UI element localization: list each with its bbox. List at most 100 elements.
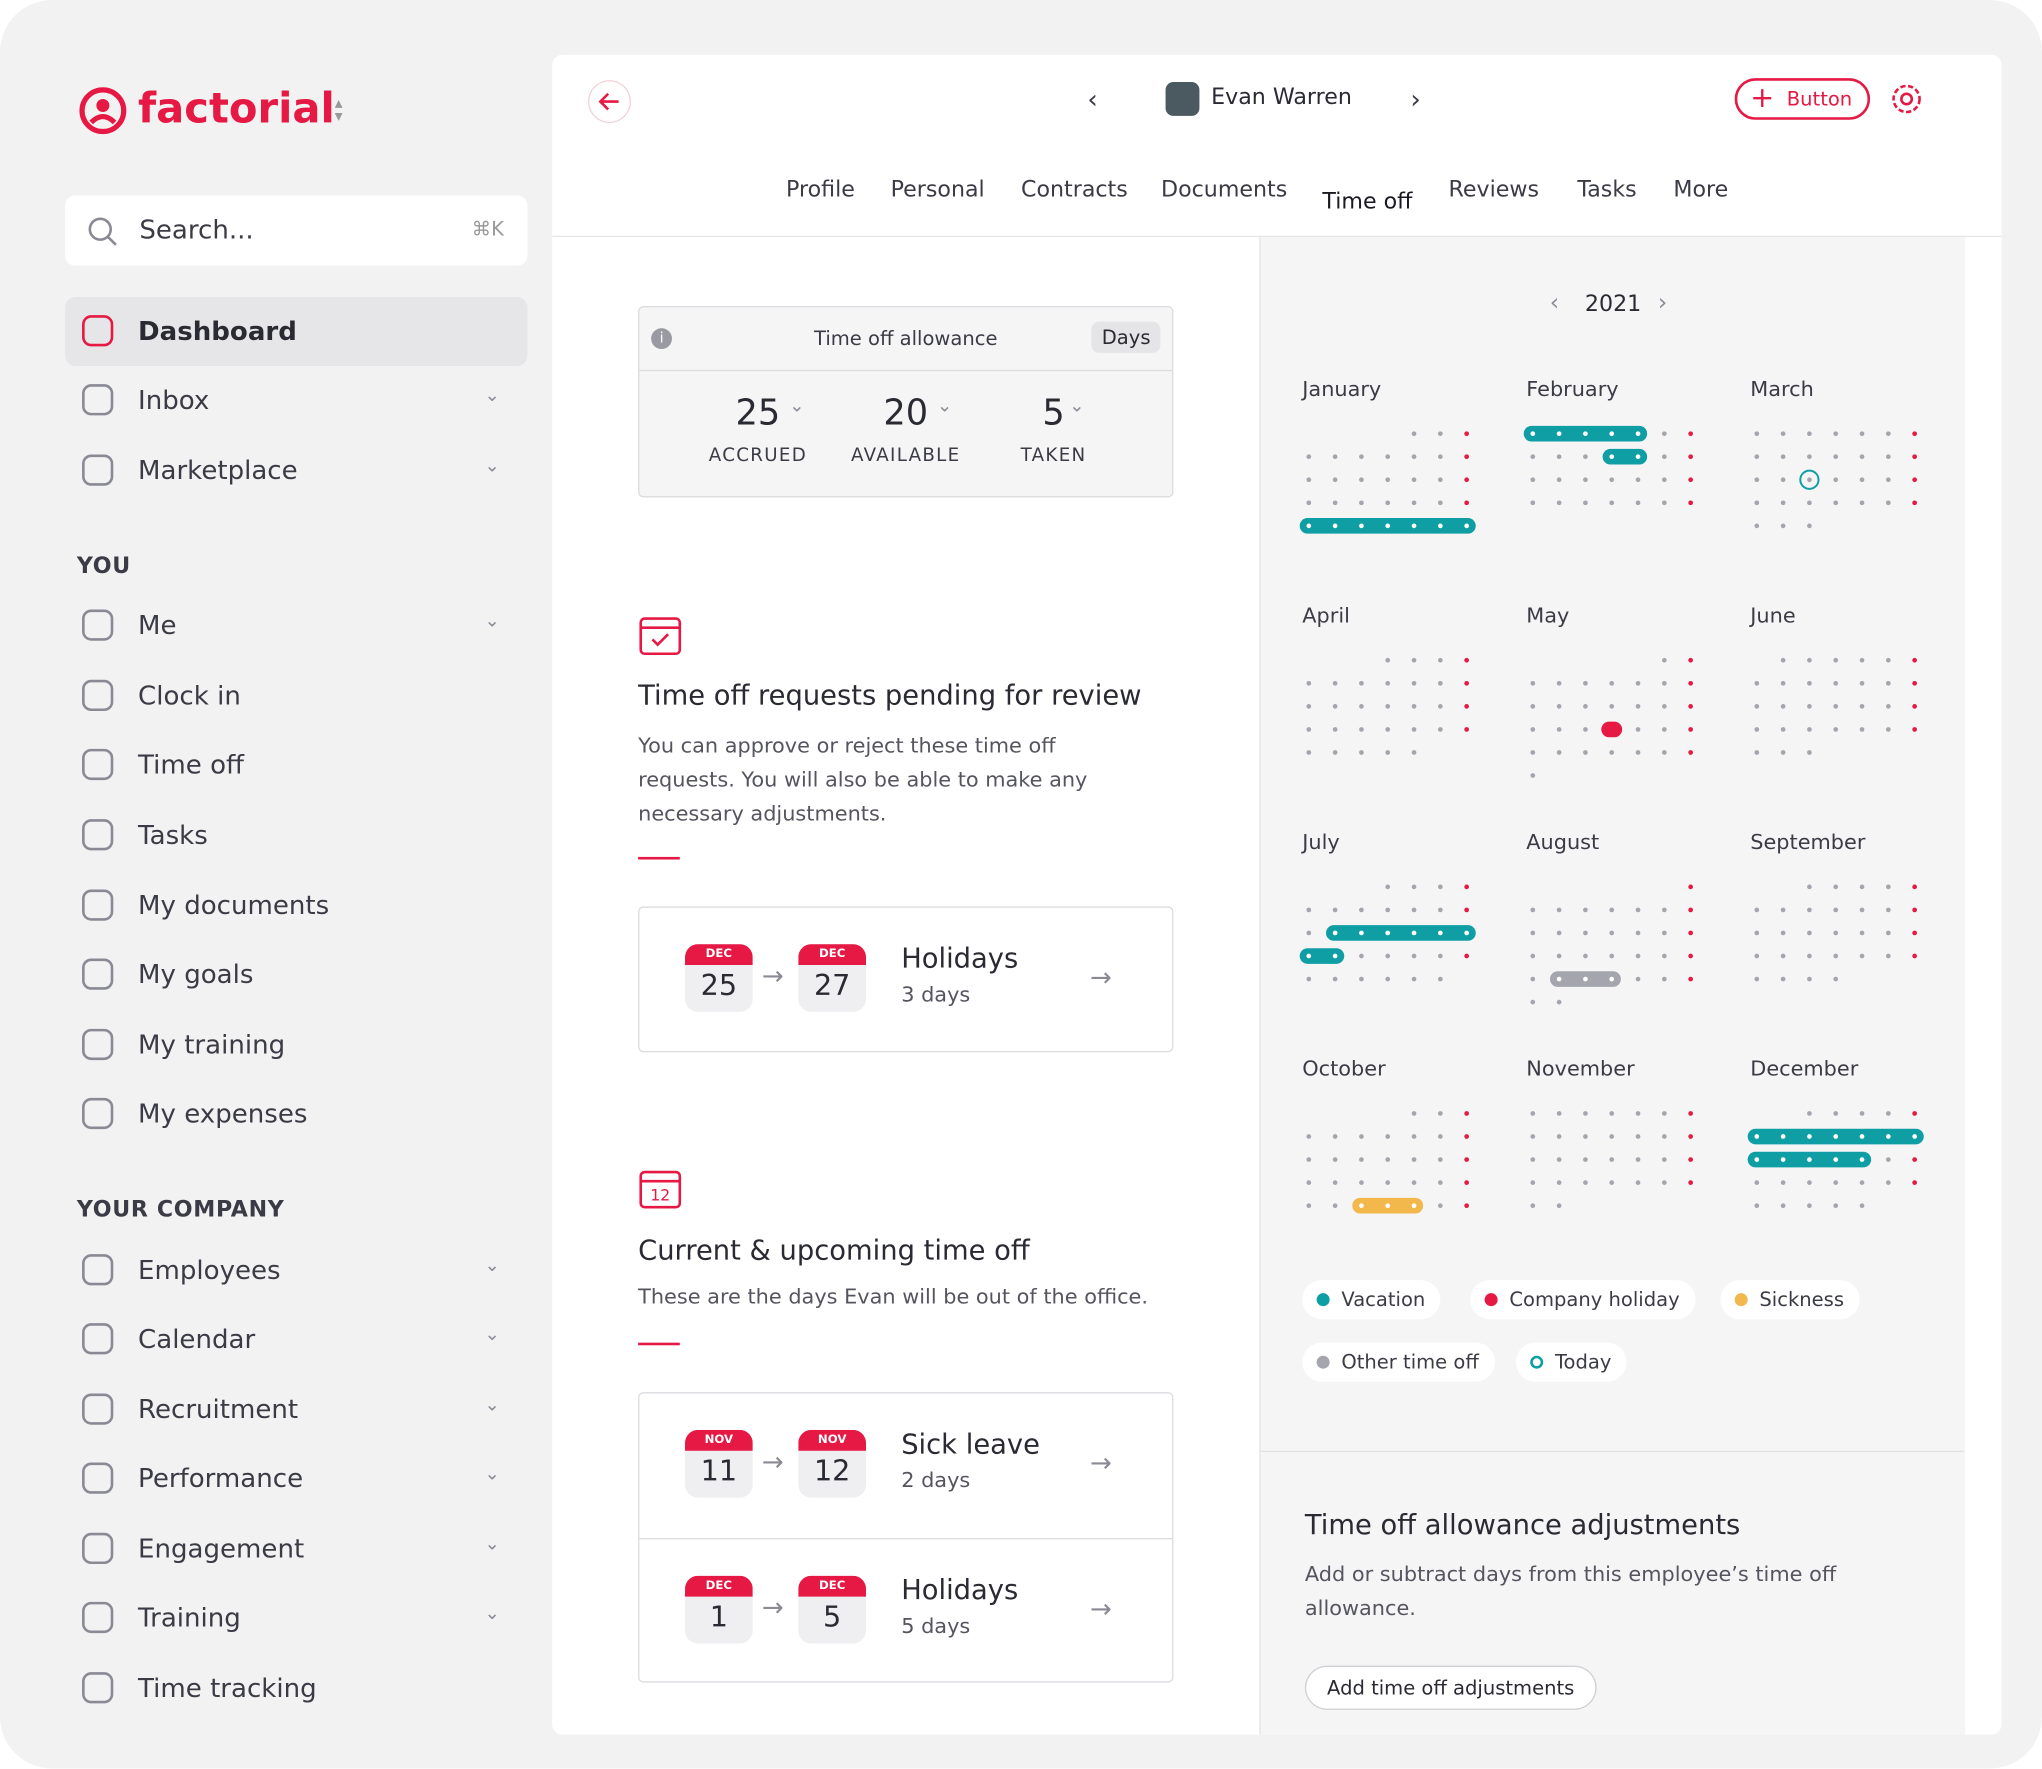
day-dot [1332, 680, 1338, 686]
day-dot [1556, 1111, 1562, 1116]
logo [79, 87, 127, 135]
day-dot [1530, 1180, 1536, 1185]
day-dot [1912, 907, 1917, 913]
day-dot [1688, 680, 1693, 686]
day-dot [1530, 953, 1536, 959]
day-dot [1609, 1111, 1615, 1116]
tab[interactable]: Profile [786, 177, 855, 204]
nav-item[interactable]: My expenses [138, 1097, 308, 1130]
nav-item[interactable]: Marketplace [138, 454, 298, 486]
day-dot [1306, 454, 1312, 460]
search-box[interactable]: Search... ⌘K [65, 195, 528, 266]
day-dot [1833, 727, 1839, 732]
nav-item[interactable]: Employees [138, 1254, 281, 1286]
nav-item[interactable]: My documents [138, 889, 330, 921]
day-dot [1833, 1134, 1839, 1139]
nav-item[interactable]: Inbox [138, 384, 210, 416]
day-dot [1411, 953, 1417, 959]
nav-item[interactable]: Recruitment [138, 1393, 299, 1425]
chevron[interactable]: ⌄ [484, 1324, 500, 1346]
day-dot [1661, 976, 1667, 982]
nav-item[interactable]: Me [138, 609, 177, 641]
nav-item[interactable]: My goals [138, 958, 254, 990]
nav-item[interactable]: Tasks [138, 819, 208, 851]
tab[interactable]: Reviews [1448, 177, 1540, 204]
stat-chevron: ⌄ [1069, 395, 1085, 417]
legend-item: Other time off [1302, 1342, 1495, 1382]
day-dot [1754, 1180, 1760, 1185]
next-year[interactable]: › [1657, 289, 1668, 317]
day-dot [1583, 680, 1588, 686]
day-dot [1635, 727, 1641, 732]
button-label: Button [1786, 87, 1853, 111]
day-dot [1530, 1111, 1536, 1116]
nav-item[interactable]: Training [138, 1601, 241, 1634]
tab[interactable]: Time off [1322, 188, 1413, 215]
nav-item[interactable]: Performance [138, 1462, 304, 1494]
request-row[interactable]: DEC 25 DEC 27 → Holidays 3 days → [639, 908, 1172, 1051]
day-dot [1609, 680, 1615, 686]
day-dot [1661, 704, 1667, 709]
day-dot [1385, 454, 1391, 460]
request-row[interactable]: NOV 11 NOV 12 → Sick leave 2 days → [639, 1393, 1172, 1536]
tab[interactable]: Personal [890, 177, 985, 204]
nav-item[interactable]: Calendar [138, 1323, 256, 1355]
badge-day: 25 [700, 970, 738, 1003]
day-dot [1807, 523, 1812, 529]
switcher[interactable]: ▴ ▾ [334, 93, 343, 126]
day-dot [1859, 500, 1865, 506]
tab[interactable]: More [1673, 177, 1729, 204]
date-badge: NOV 11 [685, 1429, 753, 1498]
section-title: Time off allowance adjustments [1304, 1509, 1741, 1541]
day-dot [1306, 1203, 1312, 1209]
requests-card: DEC 25 DEC 27 → Holidays 3 days → [638, 906, 1174, 1053]
chevron[interactable]: ⌄ [484, 1463, 500, 1485]
nav-icon [82, 679, 114, 712]
day-dot [1306, 477, 1312, 483]
day-dot [1688, 1134, 1693, 1139]
chevron[interactable]: ⌄ [484, 385, 500, 407]
prev-employee[interactable]: ‹ [1087, 83, 1098, 115]
nav-item[interactable]: Clock in [138, 679, 241, 712]
divider [1260, 1450, 1964, 1453]
unit-toggle[interactable]: Days [1091, 321, 1161, 353]
primary-button[interactable]: + Button [1734, 78, 1871, 120]
year: 2021 [1584, 291, 1642, 318]
add-adjustments-button[interactable]: Add time off adjustments [1304, 1665, 1597, 1710]
day-dot [1754, 500, 1760, 506]
day-dot [1609, 704, 1615, 709]
chevron[interactable]: ⌄ [484, 1534, 500, 1555]
back-button[interactable] [586, 78, 633, 125]
chevron[interactable]: ⌄ [484, 1603, 500, 1624]
chevron[interactable]: ⌄ [484, 610, 500, 632]
tab[interactable]: Contracts [1021, 177, 1128, 204]
day-dot [1833, 1203, 1839, 1209]
chevron[interactable]: ⌄ [484, 1255, 500, 1277]
nav-icon [82, 1097, 114, 1130]
day-dot [1833, 884, 1839, 890]
settings-button[interactable] [1888, 81, 1924, 117]
day-dot [1688, 704, 1693, 709]
tab[interactable]: Tasks [1577, 177, 1637, 204]
prev-year[interactable]: ‹ [1549, 289, 1560, 317]
nav-item[interactable]: My training [138, 1028, 286, 1061]
badge-day: 5 [823, 1601, 842, 1635]
nav-item[interactable]: Engagement [138, 1532, 305, 1565]
chevron[interactable]: ⌄ [484, 1394, 500, 1416]
chevron[interactable]: ⌄ [484, 455, 500, 477]
nav-item[interactable]: Dashboard [138, 315, 297, 347]
day-dot [1437, 431, 1443, 437]
next-employee[interactable]: › [1410, 83, 1421, 115]
day-dot [1464, 1134, 1469, 1139]
day-dot [1530, 999, 1536, 1005]
day-dot [1912, 884, 1917, 890]
day-dot [1635, 907, 1641, 913]
request-row[interactable]: DEC 1 DEC 5 → Holidays 5 days → [639, 1538, 1173, 1683]
tab[interactable]: Documents [1161, 177, 1288, 204]
nav-item[interactable]: Time tracking [138, 1672, 317, 1704]
day-dot [1385, 727, 1391, 732]
nav-item[interactable]: Time off [138, 748, 244, 781]
nav-icon [82, 1672, 114, 1704]
search-shortcut: ⌘K [471, 217, 504, 241]
day-dot [1464, 500, 1469, 506]
